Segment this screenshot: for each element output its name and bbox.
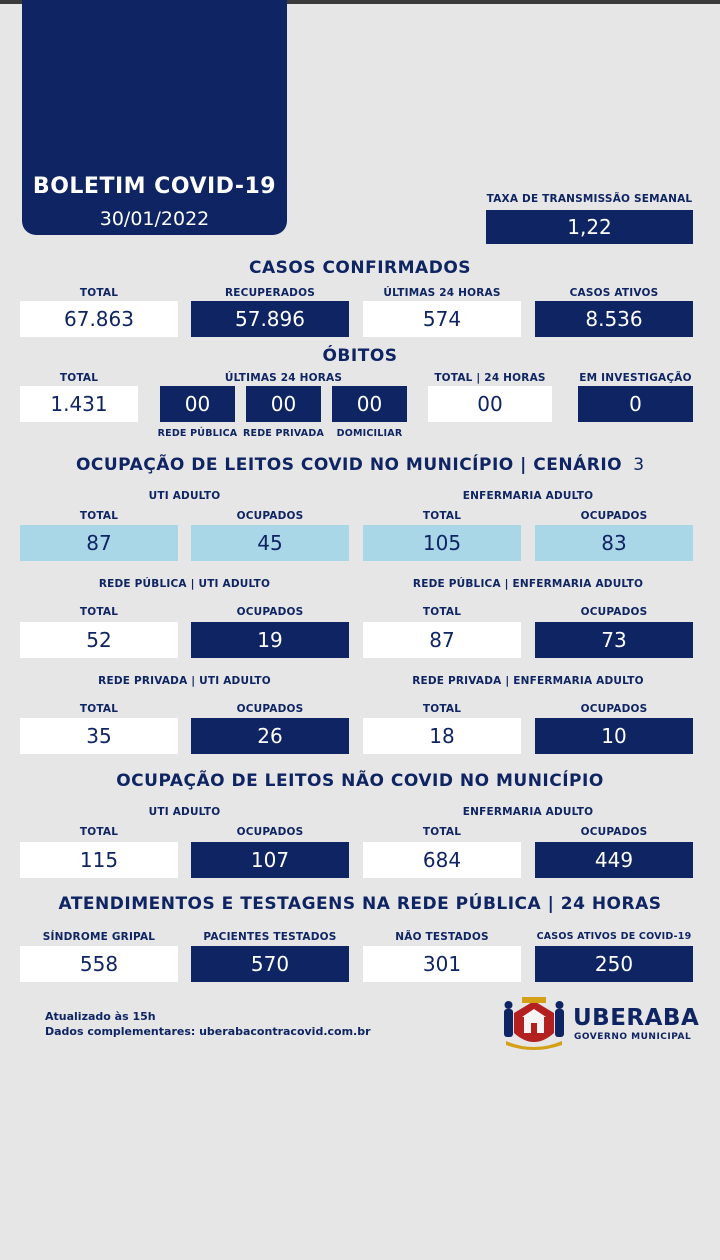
covid-uti-total-label: TOTAL [79, 510, 119, 522]
private-enf-occupied-value: 10 [535, 718, 693, 754]
noncovid-uti-occupied-value: 107 [191, 842, 349, 878]
covid-uti-label: UTI ADULTO [148, 490, 221, 502]
recovered-value: 57.896 [191, 301, 349, 337]
not-tested-value: 301 [363, 946, 521, 982]
tests-section-title: ATENDIMENTOS E TESTAGENS NA REDE PÚBLICA… [58, 894, 662, 914]
tested-value: 570 [191, 946, 349, 982]
covid-enf-total-label: TOTAL [422, 510, 462, 522]
public-uti-total-value: 52 [20, 622, 178, 658]
public-enf-occupied-value: 73 [535, 622, 693, 658]
noncovid-uti-total-value: 115 [20, 842, 178, 878]
noncovid-uti-total-label: TOTAL [79, 826, 119, 838]
public-uti-total-label: TOTAL [79, 606, 119, 618]
covid-beds-heading: OCUPAÇÃO DE LEITOS COVID NO MUNICÍPIO | … [0, 455, 720, 475]
confirmed-total-label: TOTAL [79, 287, 119, 299]
private-uti-total-value: 35 [20, 718, 178, 754]
active-cases-value: 8.536 [535, 301, 693, 337]
more-data-text: Dados complementares: uberabacontracovid… [45, 1025, 371, 1038]
deaths-private-value: 00 [246, 386, 321, 422]
noncovid-enf-label: ENFERMARIA ADULTO [462, 806, 594, 818]
recovered-label: RECUPERADOS [225, 287, 315, 299]
deaths-last24-label: ÚLTIMAS 24 HORAS [224, 372, 343, 384]
scenario-number: 3 [633, 455, 645, 475]
covid-beds-section-title: OCUPAÇÃO DE LEITOS COVID NO MUNICÍPIO | … [75, 455, 623, 475]
noncovid-enf-occupied-value: 449 [535, 842, 693, 878]
last24-label: ÚLTIMAS 24 HORAS [383, 287, 501, 299]
deaths-home-label: DOMICILIAR [336, 428, 403, 439]
noncovid-enf-total-value: 684 [363, 842, 521, 878]
covid-enf-occupied-value: 83 [535, 525, 693, 561]
flu-value: 558 [20, 946, 178, 982]
deaths-home-value: 00 [332, 386, 407, 422]
deaths-investigation-value: 0 [578, 386, 693, 422]
deaths-section-title: ÓBITOS [322, 346, 398, 366]
deaths-private-label: REDE PRIVADA [243, 428, 324, 439]
private-enf-occupied-label: OCUPADOS [580, 703, 648, 715]
private-enf-total-label: TOTAL [422, 703, 462, 715]
deaths-total-label: TOTAL [59, 372, 99, 384]
noncovid-section-title: OCUPAÇÃO DE LEITOS NÃO COVID NO MUNICÍPI… [116, 771, 604, 791]
public-uti-label: REDE PÚBLICA | UTI ADULTO [98, 578, 271, 590]
last24-value: 574 [363, 301, 521, 337]
covid-enf-total-value: 105 [363, 525, 521, 561]
public-enf-total-label: TOTAL [422, 606, 462, 618]
confirmed-total-value: 67.863 [20, 301, 178, 337]
public-enf-label: REDE PÚBLICA | ENFERMARIA ADULTO [412, 578, 644, 590]
private-uti-label: REDE PRIVADA | UTI ADULTO [98, 675, 271, 687]
header-banner [22, 0, 287, 235]
covid-uti-occupied-value: 45 [191, 525, 349, 561]
tests-active-label: CASOS ATIVOS DE COVID-19 [536, 931, 692, 942]
deaths-public-label: REDE PÚBLICA [157, 428, 238, 439]
private-enf-label: REDE PRIVADA | ENFERMARIA ADULTO [412, 675, 644, 687]
page-title: BOLETIM COVID-19 [32, 174, 277, 199]
transmission-label: TAXA DE TRANSMISSÃO SEMANAL [486, 193, 693, 205]
public-enf-occupied-label: OCUPADOS [580, 606, 648, 618]
logo-subtitle: GOVERNO MUNICIPAL [574, 1032, 692, 1042]
deaths-total24-label: TOTAL | 24 HORAS [434, 372, 546, 384]
noncovid-enf-occupied-label: OCUPADOS [580, 826, 648, 838]
deaths-investigation-label: EM INVESTIGAÇÃO [579, 372, 692, 384]
bulletin-date: 30/01/2022 [99, 208, 210, 230]
flu-label: SÍNDROME GRIPAL [42, 931, 156, 943]
top-border [0, 0, 720, 4]
private-uti-occupied-value: 26 [191, 718, 349, 754]
covid-uti-occupied-label: OCUPADOS [236, 510, 304, 522]
covid-enf-label: ENFERMARIA ADULTO [462, 490, 594, 502]
private-uti-occupied-label: OCUPADOS [236, 703, 304, 715]
covid-enf-occupied-label: OCUPADOS [580, 510, 648, 522]
private-uti-total-label: TOTAL [79, 703, 119, 715]
logo-name: UBERABA [573, 1005, 700, 1031]
updated-text: Atualizado às 15h [45, 1010, 156, 1023]
coat-of-arms-icon [504, 997, 564, 1050]
noncovid-uti-label: UTI ADULTO [148, 806, 221, 818]
deaths-total24-value: 00 [428, 386, 552, 422]
public-uti-occupied-label: OCUPADOS [236, 606, 304, 618]
confirmed-section-title: CASOS CONFIRMADOS [248, 258, 472, 278]
public-uti-occupied-value: 19 [191, 622, 349, 658]
covid-uti-total-value: 87 [20, 525, 178, 561]
not-tested-label: NÃO TESTADOS [395, 931, 489, 943]
noncovid-enf-total-label: TOTAL [422, 826, 462, 838]
deaths-total-value: 1.431 [20, 386, 138, 422]
tests-active-value: 250 [535, 946, 693, 982]
transmission-value: 1,22 [486, 210, 693, 244]
public-enf-total-value: 87 [363, 622, 521, 658]
deaths-public-value: 00 [160, 386, 235, 422]
private-enf-total-value: 18 [363, 718, 521, 754]
noncovid-uti-occupied-label: OCUPADOS [236, 826, 304, 838]
active-cases-label: CASOS ATIVOS [569, 287, 659, 299]
tested-label: PACIENTES TESTADOS [203, 931, 337, 943]
